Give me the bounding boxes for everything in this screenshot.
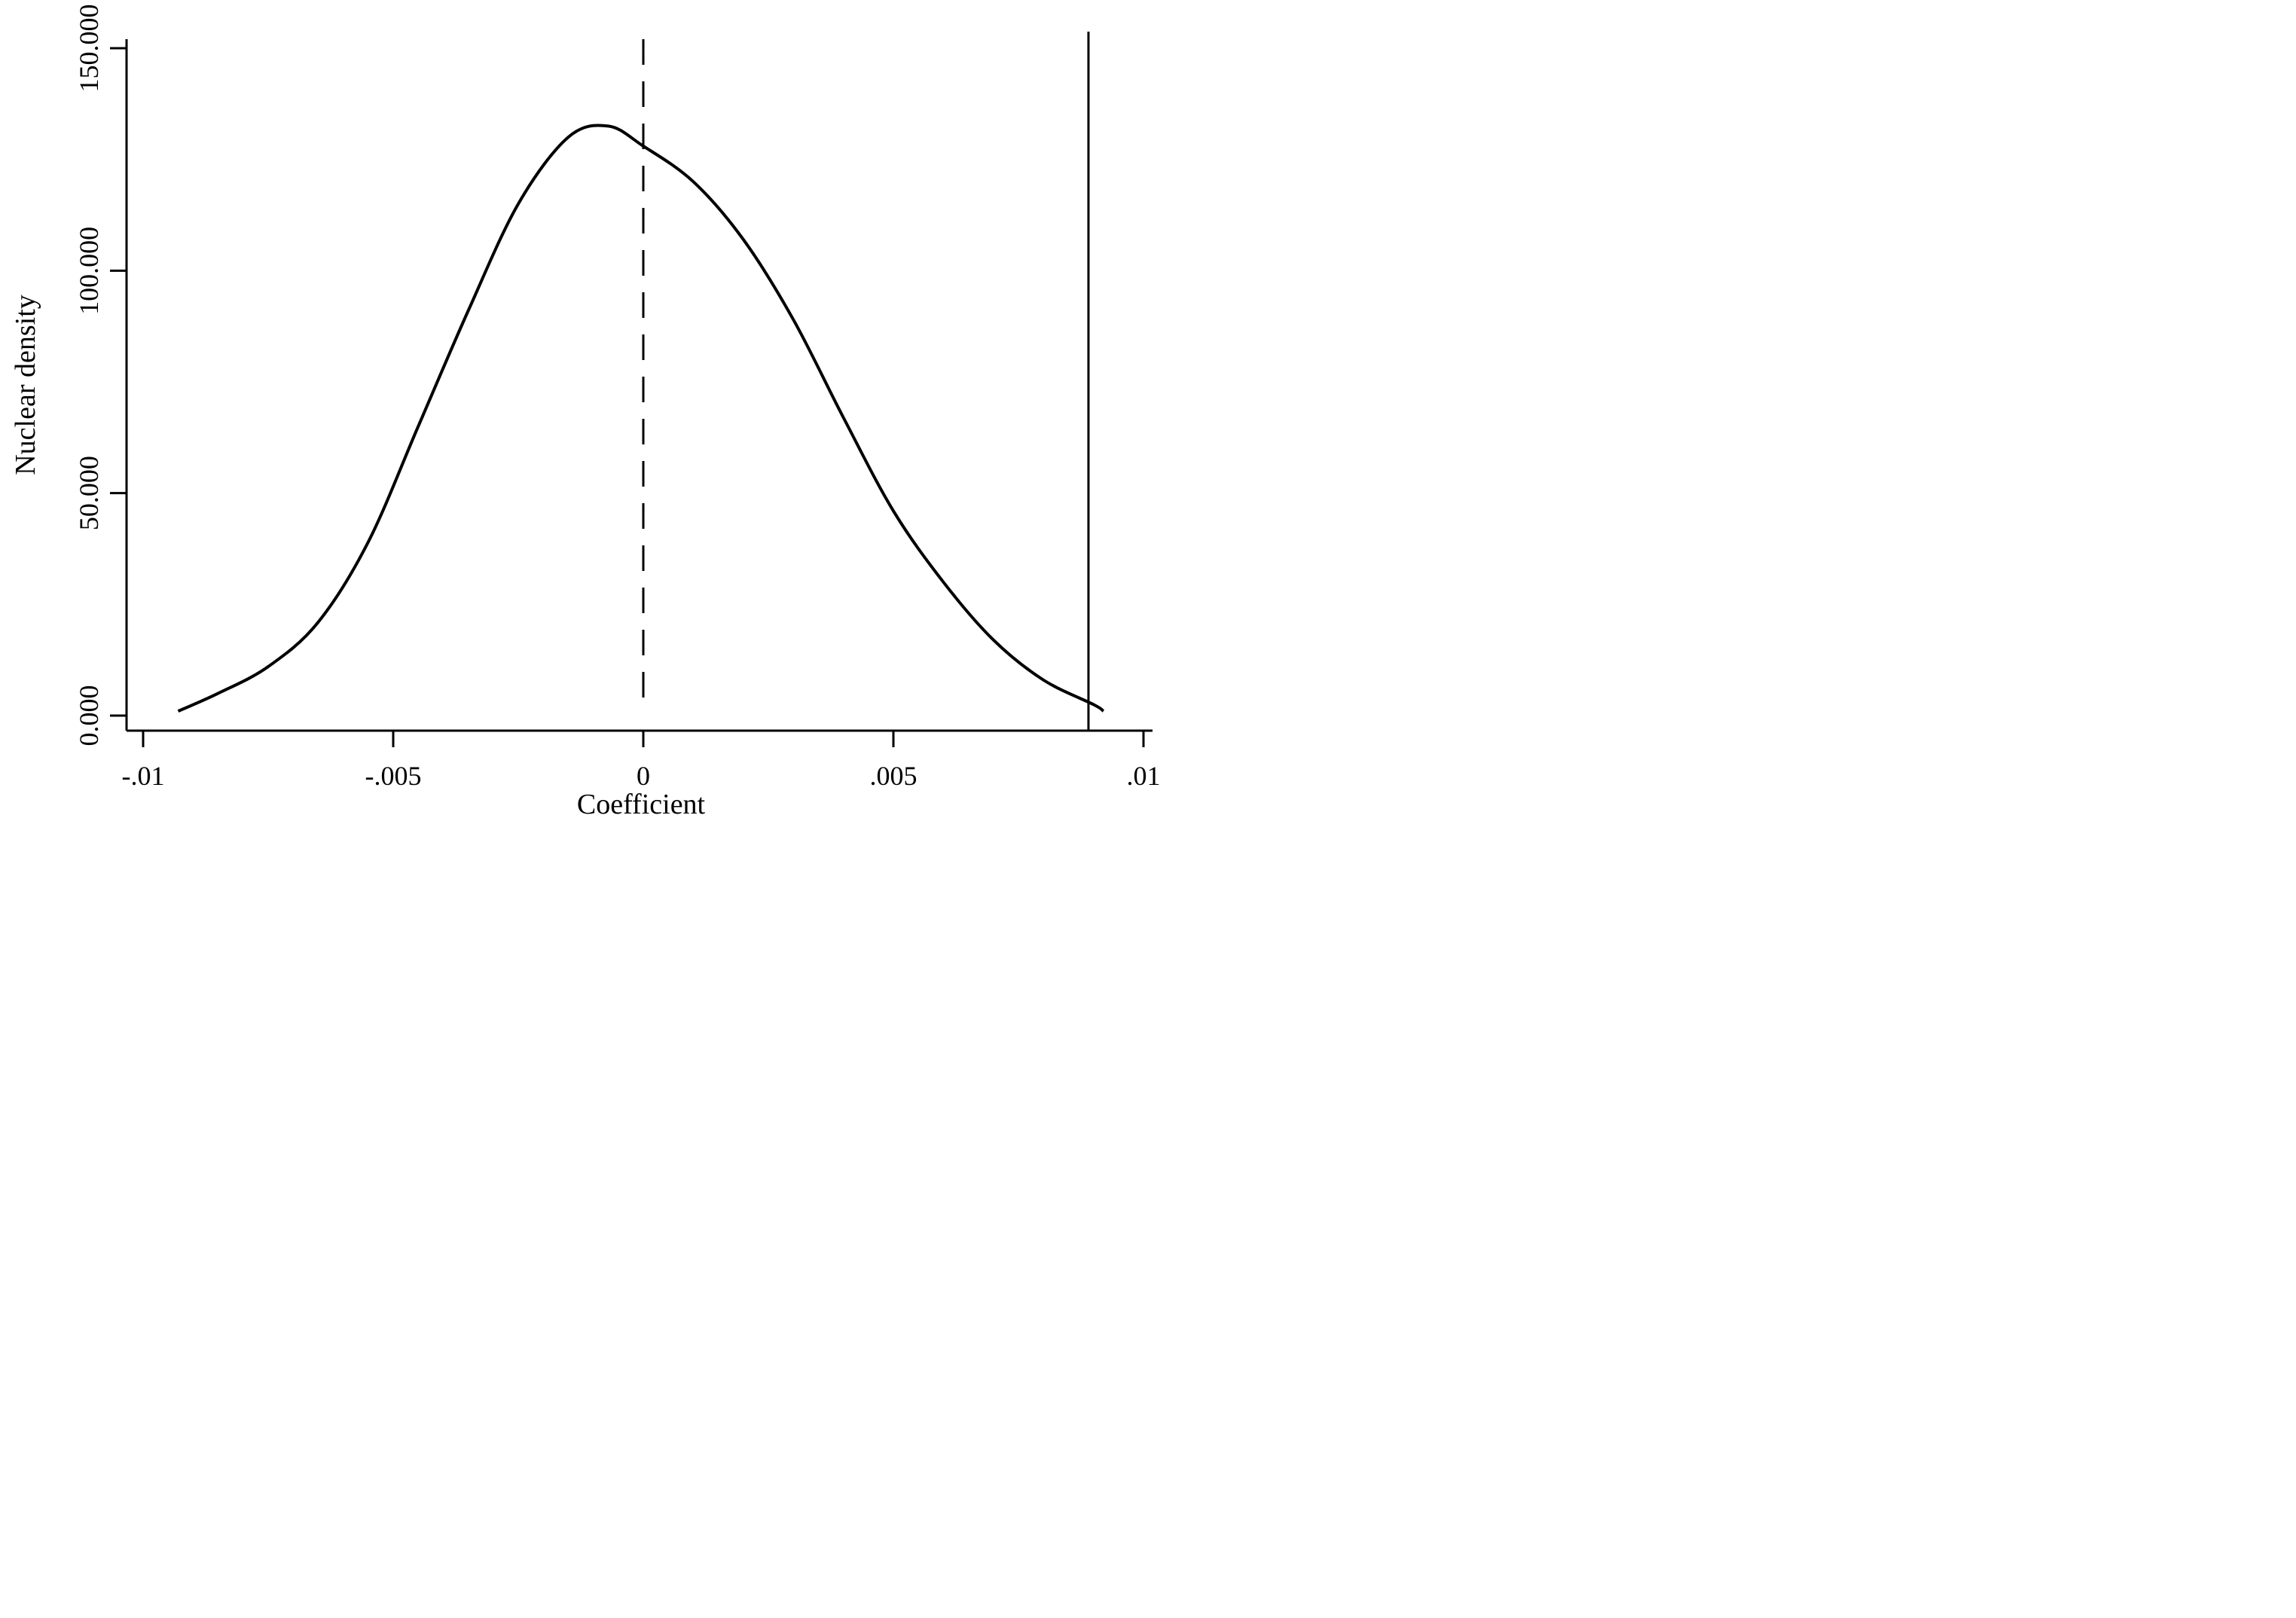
reference-lines <box>642 32 1090 731</box>
y-ticks: 0.000 50.000 100.000 150.000 <box>74 5 127 746</box>
x-ticks: -.01 -.005 0 .005 .01 <box>122 731 1161 791</box>
y-tick-label: 150.000 <box>74 5 104 93</box>
x-tick-label: -.01 <box>122 761 165 791</box>
y-tick-label: 50.000 <box>74 456 104 530</box>
kernel-density-chart: -.01 -.005 0 .005 .01 0.000 50.000 100.000 150.… <box>10 5 1161 821</box>
x-tick-label: -.005 <box>365 761 422 791</box>
x-tick-label: .005 <box>870 761 917 791</box>
series-layer <box>177 124 1105 713</box>
y-axis-title: Nuclear density <box>10 295 41 475</box>
x-tick-label: .01 <box>1127 761 1161 791</box>
x-axis-title: Coefficient <box>577 789 706 820</box>
axes: -.01 -.005 0 .005 .01 0.000 50.000 100.000 150.… <box>74 5 1161 792</box>
y-tick-label: 0.000 <box>74 685 104 746</box>
density-curve <box>177 124 1105 713</box>
y-tick-label: 100.000 <box>74 227 104 315</box>
x-tick-label: 0 <box>637 761 650 791</box>
